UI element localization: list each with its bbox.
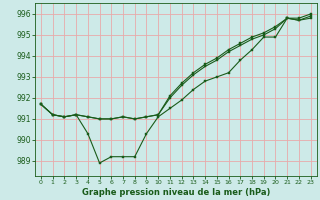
X-axis label: Graphe pression niveau de la mer (hPa): Graphe pression niveau de la mer (hPa) <box>82 188 270 197</box>
